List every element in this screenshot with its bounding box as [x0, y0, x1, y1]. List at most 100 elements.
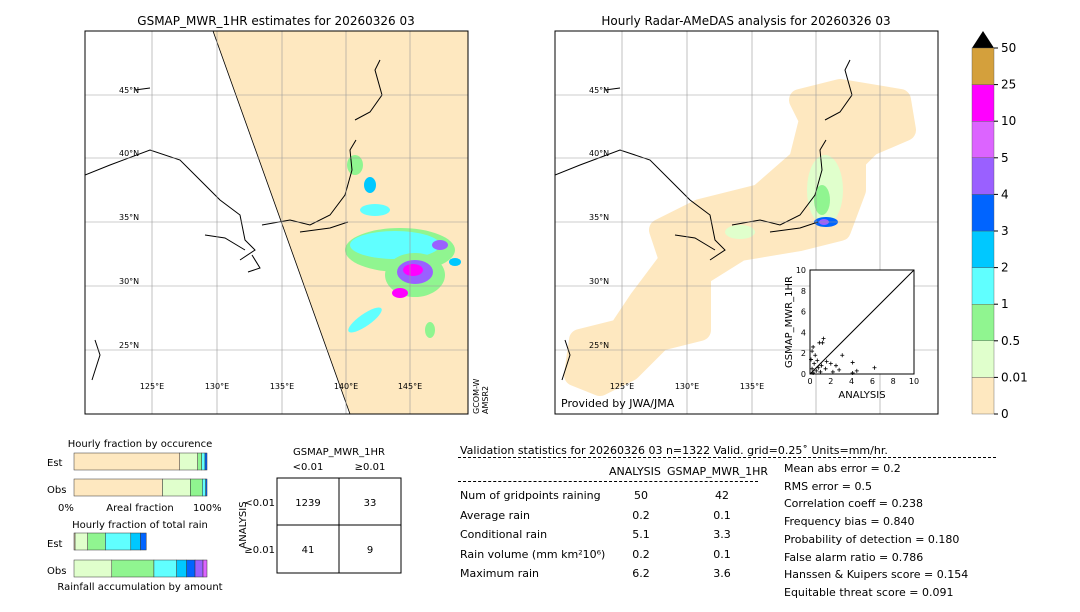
scatter-point: [823, 366, 828, 371]
svg-text:35°N: 35°N: [589, 213, 609, 222]
scatter-point: [811, 370, 816, 375]
colorbar-segment: [971, 377, 995, 415]
right-lat-labels: 45°N 40°N 35°N 30°N 25°N: [589, 86, 609, 350]
scatter-xlabel: ANALYSIS: [838, 390, 885, 401]
colorbar-tick-label: 1: [1001, 297, 1009, 311]
scatter-y-tick: 0: [801, 370, 806, 379]
right-map: Hourly Radar-AMeDAS analysis for 2026032…: [554, 14, 939, 415]
stats-row-label: Average rain: [460, 508, 530, 522]
ct-cell: 1239: [295, 498, 320, 509]
scatter-point: [872, 365, 877, 370]
bar-segment: [73, 478, 163, 497]
scatter-point: [834, 363, 838, 368]
scatter-inset: ANALYSIS GSMAP_MWR_1HR 00 2 2 4 4 6 6 8 8 10 10: [784, 266, 919, 401]
stats-score: Correlation coeff = 0.238: [784, 497, 923, 511]
colorbar: 0 0.01 0.5 1 2 3 4 5 10 25 50: [971, 31, 1028, 421]
stats-row-label: Num of gridpoints raining: [460, 489, 601, 502]
stats-score: Hanssen & Kuipers score = 0.154: [784, 568, 969, 582]
colorbar-tick-label: 10: [1001, 114, 1016, 128]
stats-value: 3.3: [713, 528, 731, 541]
bar-segment: [111, 559, 155, 578]
stats-row-label: Maximum rain: [460, 567, 539, 580]
stats-value: 3.6: [713, 567, 731, 580]
ct-col-0: <0.01: [293, 462, 324, 473]
rain-fraction-chart: Hourly fraction of total rain Est Obs Ra…: [47, 520, 223, 593]
bar-segment: [194, 559, 204, 578]
bar-segment: [73, 559, 113, 578]
occ-obs-label: Obs: [47, 485, 66, 496]
bar-segment: [204, 452, 208, 471]
stats-row-label: Rain volume (mm km²10⁶): [460, 547, 606, 561]
ct-row-1: ≥0.01: [244, 545, 275, 556]
ct-col-1: ≥0.01: [355, 462, 386, 473]
svg-text:140°E: 140°E: [334, 382, 358, 391]
scatter-point: [818, 369, 823, 374]
bar-segment: [73, 452, 180, 471]
stats-value: 0.2: [632, 547, 650, 561]
scatter-point: [815, 358, 820, 363]
svg-text:125°E: 125°E: [610, 382, 634, 391]
scatter-point: [809, 357, 814, 362]
colorbar-tick-label: 3: [1001, 224, 1009, 238]
stats-header: Validation statistics for 20260326 03 n=…: [460, 444, 888, 457]
svg-text:45°N: 45°N: [119, 86, 139, 95]
svg-text:135°E: 135°E: [270, 382, 294, 391]
left-lon-labels: 125°E 130°E 135°E 140°E 145°E: [140, 382, 422, 391]
scatter-point: [816, 365, 821, 370]
scatter-y-tick: 8: [801, 287, 806, 296]
left-map-title: GSMAP_MWR_1HR estimates for 20260326 03: [137, 14, 414, 28]
scatter-point: [819, 363, 824, 368]
contingency-table: GSMAP_MWR_1HR <0.01 ≥0.01 ANALYSIS <0.01…: [238, 447, 402, 574]
scatter-point: [814, 368, 819, 373]
bar-segment: [162, 478, 191, 497]
colorbar-tick-label: 4: [1001, 187, 1009, 201]
stats-row-label: Conditional rain: [460, 528, 548, 541]
ct-cell: 41: [302, 545, 315, 556]
bar-segment: [74, 532, 88, 551]
stats-score: RMS error = 0.5: [784, 479, 872, 493]
bar-segment: [186, 559, 196, 578]
ct-cell: 9: [367, 545, 373, 556]
scatter-point: [824, 359, 829, 364]
scatter-point: [837, 367, 842, 372]
colorbar-segment: [971, 340, 995, 378]
colorbar-segment: [971, 230, 995, 268]
svg-text:130°E: 130°E: [205, 382, 229, 391]
colorbar-segment: [971, 194, 995, 232]
scatter-point: [821, 336, 826, 341]
svg-text:145°E: 145°E: [398, 382, 422, 391]
scatter-x-tick: 8: [891, 377, 896, 386]
scatter-x-tick: 0: [807, 377, 812, 386]
scatter-point: [810, 366, 815, 371]
ct-row-0: <0.01: [244, 498, 275, 509]
scatter-y-tick: 6: [801, 308, 806, 317]
colorbar-tick-label: 0.5: [1001, 334, 1020, 348]
svg-text:45°N: 45°N: [589, 86, 609, 95]
sensor-label: AMSR2: [481, 386, 490, 414]
scatter-y-tick: 4: [801, 328, 806, 337]
rain-xlabel: Rainfall accumulation by amount: [57, 582, 222, 593]
scatter-point: [811, 344, 816, 349]
bar-segment: [140, 532, 147, 551]
stats-score: Probability of detection = 0.180: [784, 532, 960, 546]
bar-segment: [201, 452, 206, 471]
svg-text:30°N: 30°N: [119, 277, 139, 286]
stats-value: 50: [634, 489, 648, 502]
svg-text:25°N: 25°N: [119, 341, 139, 350]
stats-score: False alarm ratio = 0.786: [784, 550, 924, 564]
occurrence-fraction-chart: Hourly fraction by occurence Est Obs 0% …: [47, 439, 222, 514]
colorbar-tick-label: 0.01: [1001, 370, 1028, 384]
rain-obs-label: Obs: [47, 566, 66, 577]
bar-segment: [105, 532, 132, 551]
occ-est-label: Est: [47, 458, 63, 469]
bar-segment: [197, 452, 202, 471]
colorbar-segment: [971, 157, 995, 195]
colorbar-segment: [971, 84, 995, 122]
stats-col-gsmap: GSMAP_MWR_1HR: [667, 465, 769, 478]
svg-text:25°N: 25°N: [589, 341, 609, 350]
stats-value: 6.2: [632, 567, 650, 580]
bar-segment: [87, 532, 106, 551]
stats-col-analysis: ANALYSIS: [609, 465, 661, 478]
